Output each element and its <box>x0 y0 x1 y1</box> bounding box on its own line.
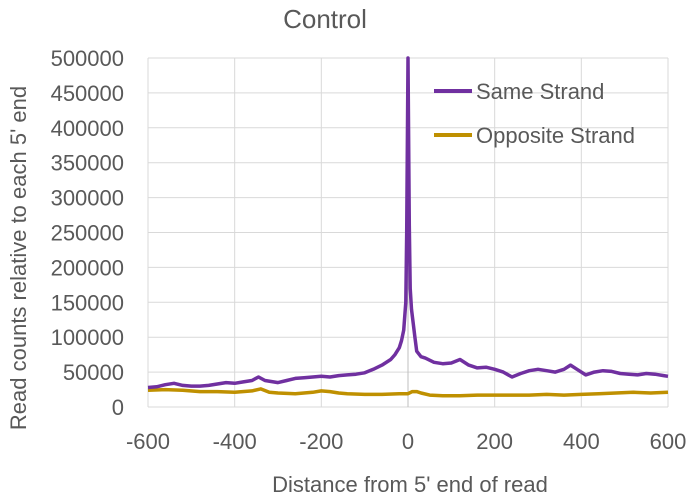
y-tick-label: 500000 <box>51 46 124 71</box>
x-tick-label: 600 <box>650 429 687 454</box>
chart-title: Control <box>283 4 367 34</box>
y-tick-label: 0 <box>112 395 124 420</box>
y-tick-label: 400000 <box>51 116 124 141</box>
x-tick-label: 200 <box>476 429 513 454</box>
y-tick-label: 200000 <box>51 255 124 280</box>
legend-label-same-strand: Same Strand <box>476 79 604 104</box>
series-layer <box>147 56 669 398</box>
y-tick-label: 300000 <box>51 186 124 211</box>
x-axis-label: Distance from 5' end of read <box>272 472 548 497</box>
x-tick-label: 0 <box>402 429 414 454</box>
y-tick-label: 50000 <box>63 360 124 385</box>
series-line-same-strand <box>147 56 669 390</box>
x-tick-label: -600 <box>126 429 170 454</box>
y-tick-label: 350000 <box>51 151 124 176</box>
legend-label-opposite-strand: Opposite Strand <box>476 123 635 148</box>
tick-labels: 0 50000 100000 150000 200000 250000 300000 3500… <box>51 46 687 454</box>
x-tick-label: -200 <box>299 429 343 454</box>
y-axis-label: Read counts relative to each 5' end <box>6 86 31 430</box>
x-tick-label: 400 <box>563 429 600 454</box>
legend: Same Strand Opposite Strand <box>434 79 635 148</box>
series-line-opposite-strand <box>147 387 669 398</box>
y-tick-label: 150000 <box>51 290 124 315</box>
x-tick-label: -400 <box>213 429 257 454</box>
y-tick-label: 250000 <box>51 221 124 246</box>
y-tick-label: 100000 <box>51 325 124 350</box>
y-tick-label: 450000 <box>51 81 124 106</box>
